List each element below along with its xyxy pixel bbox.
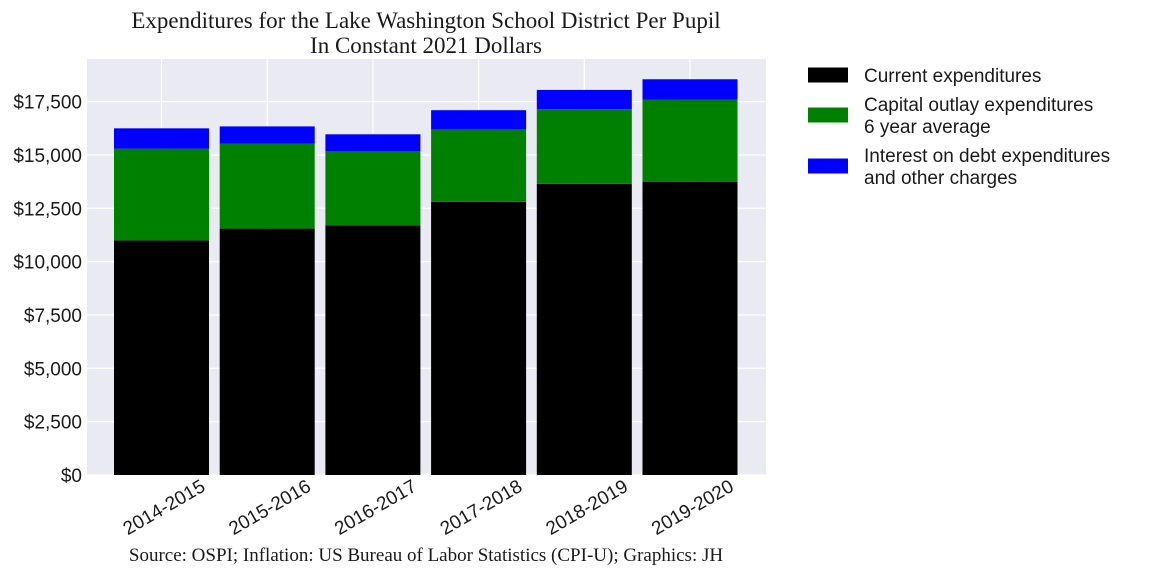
bar-segment-0 (431, 201, 527, 475)
bar-segment-0 (219, 228, 315, 475)
bar-segment-2 (642, 79, 738, 100)
x-tick-label: 2015-2016 (225, 476, 314, 540)
x-tick-label: 2014-2015 (120, 476, 209, 540)
y-tick-label: $15,000 (13, 146, 82, 167)
bar-segment-1 (642, 99, 738, 182)
bar-segment-0 (642, 181, 738, 475)
legend: Current expenditures Capital outlay expen… (808, 66, 1110, 189)
bar-segment-2 (114, 128, 209, 149)
y-axis: $0 $2,500 $5,000 $7,500 $10,000 $12,500 $15,00… (13, 93, 82, 487)
legend-swatch (808, 107, 848, 123)
y-tick-label: $0 (61, 466, 82, 487)
y-tick-label: $10,000 (13, 253, 82, 274)
x-axis: 2014-2015 2015-2016 2016-2017 2017-2018 2018… (120, 476, 738, 540)
bar-segment-2 (536, 89, 632, 110)
x-tick-label: 2016-2017 (331, 476, 420, 540)
bar-segment-1 (219, 143, 315, 229)
y-tick-label: $5,000 (24, 359, 82, 380)
legend-label: Capital outlay expenditures 6 year averag… (864, 95, 1093, 138)
bar-segment-1 (431, 129, 527, 202)
bars (114, 79, 738, 476)
x-tick-label: 2019-2020 (648, 476, 737, 540)
bar-segment-1 (325, 151, 421, 226)
legend-label: Current expenditures (864, 66, 1041, 87)
bar-segment-0 (325, 225, 421, 475)
y-tick-label: $2,500 (24, 413, 82, 434)
x-tick-label: 2017-2018 (437, 476, 526, 540)
chart-title: Expenditures for the Lake Washington Sch… (131, 8, 720, 33)
bar-segment-2 (325, 134, 421, 152)
legend-swatch (808, 67, 848, 83)
source-note: Source: OSPI; Inflation: US Bureau of La… (129, 545, 723, 566)
bar-segment-2 (219, 126, 315, 144)
y-tick-label: $7,500 (24, 306, 82, 327)
bar-segment-1 (114, 148, 209, 241)
y-tick-label: $12,500 (13, 199, 82, 220)
bar-segment-0 (114, 240, 209, 475)
legend-swatch (808, 158, 848, 174)
bar-segment-2 (431, 110, 527, 130)
legend-label: Interest on debt expenditures and other c… (864, 146, 1110, 189)
chart-subtitle: In Constant 2021 Dollars (310, 33, 542, 58)
bar-segment-1 (536, 109, 632, 184)
y-tick-label: $17,500 (13, 93, 82, 114)
x-tick-label: 2018-2019 (543, 476, 632, 540)
bar-segment-0 (536, 183, 632, 476)
